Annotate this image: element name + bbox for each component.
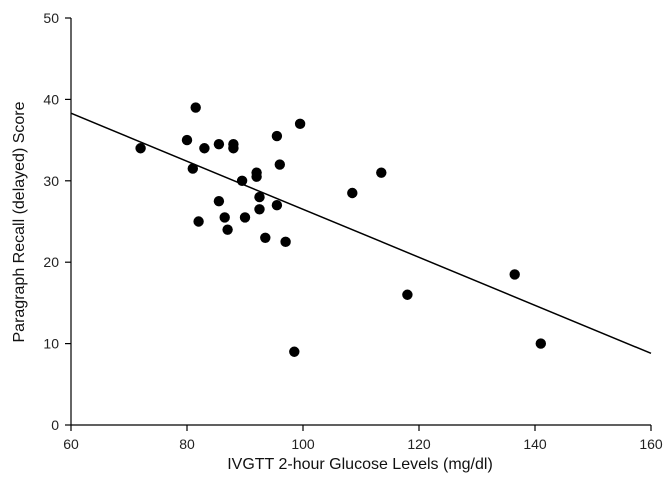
y-tick-label: 0	[51, 417, 59, 433]
data-point	[222, 224, 233, 235]
x-tick-label: 60	[63, 436, 79, 452]
data-point	[271, 130, 283, 142]
y-tick-label: 30	[43, 173, 59, 189]
data-point	[199, 143, 210, 154]
data-point	[274, 159, 285, 170]
data-point	[509, 269, 520, 280]
data-point	[260, 232, 271, 243]
data-point	[239, 212, 251, 223]
data-point	[193, 216, 204, 227]
data-point	[236, 175, 248, 186]
y-axis-title: Paragraph Recall (delayed) Score	[11, 101, 28, 342]
x-axis-title: IVGTT 2-hour Glucose Levels (mg/dl)	[227, 456, 493, 473]
y-tick-label: 40	[43, 91, 59, 107]
data-point	[213, 138, 225, 150]
data-point	[271, 200, 283, 211]
data-point	[181, 134, 193, 146]
data-point	[251, 171, 262, 182]
data-point	[228, 143, 239, 154]
x-axis-ticks: 60 80 100 120 140 160	[63, 425, 663, 452]
y-tick-label: 10	[43, 336, 59, 352]
y-axis-ticks: 0 10 20 30 40 50	[43, 10, 71, 433]
x-tick-label: 100	[291, 436, 315, 452]
data-points	[135, 102, 546, 357]
data-point	[187, 163, 198, 174]
trendline	[70, 112, 652, 355]
x-tick-label: 120	[407, 436, 431, 452]
y-tick-label: 50	[43, 10, 59, 26]
data-point	[347, 187, 358, 199]
trendline-group	[70, 112, 652, 355]
data-point	[135, 143, 146, 154]
y-tick-label: 20	[43, 254, 59, 270]
data-point	[213, 195, 225, 207]
x-tick-label: 80	[179, 436, 195, 452]
data-point	[376, 167, 387, 178]
data-point	[280, 236, 291, 248]
data-point	[219, 212, 230, 223]
axes	[70, 18, 651, 426]
x-tick-label: 160	[639, 436, 663, 452]
data-point	[402, 289, 413, 300]
data-point	[289, 346, 300, 357]
data-point	[254, 191, 265, 203]
data-point	[190, 102, 201, 113]
data-point	[535, 338, 546, 349]
data-point	[254, 204, 265, 215]
x-tick-label: 140	[523, 436, 547, 452]
data-point	[294, 118, 306, 130]
